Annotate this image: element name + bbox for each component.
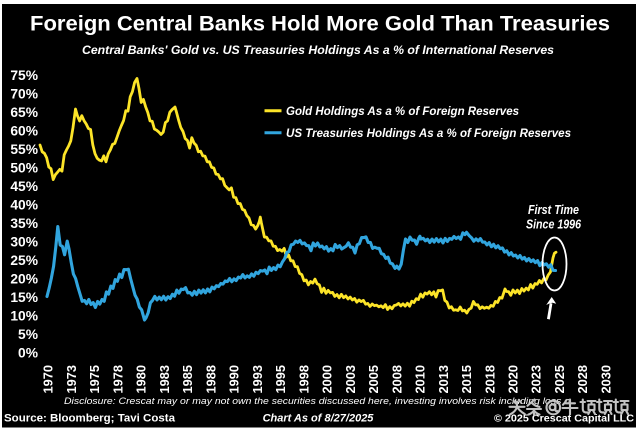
svg-text:0%: 0% <box>18 345 38 360</box>
svg-text:© 2025 Crescat Capital LLC: © 2025 Crescat Capital LLC <box>494 413 634 425</box>
svg-text:70%: 70% <box>10 86 38 101</box>
svg-text:25%: 25% <box>10 253 38 268</box>
svg-text:Since 1996: Since 1996 <box>526 218 582 232</box>
svg-text:5%: 5% <box>18 327 38 342</box>
svg-text:2018: 2018 <box>482 365 497 393</box>
svg-text:Chart As of 8/27/2025: Chart As of 8/27/2025 <box>263 413 375 425</box>
svg-text:60%: 60% <box>10 123 38 138</box>
svg-text:15%: 15% <box>10 290 38 305</box>
svg-text:65%: 65% <box>10 105 38 120</box>
svg-text:2005: 2005 <box>366 365 381 393</box>
svg-text:Gold Holdings As a % of Foreig: Gold Holdings As a % of Foreign Reserves <box>286 104 519 118</box>
svg-text:2013: 2013 <box>436 365 451 393</box>
svg-text:2030: 2030 <box>599 365 614 393</box>
svg-text:1988: 1988 <box>203 365 218 393</box>
svg-text:Disclosure: Crescat may or may: Disclosure: Crescat may or may not own t… <box>64 396 570 406</box>
svg-text:1998: 1998 <box>296 365 311 393</box>
svg-text:10%: 10% <box>10 308 38 323</box>
svg-text:55%: 55% <box>10 142 38 157</box>
svg-text:1980: 1980 <box>134 365 149 393</box>
svg-text:2008: 2008 <box>389 365 404 393</box>
svg-text:30%: 30% <box>10 234 38 249</box>
svg-text:Foreign Central Banks Hold Mor: Foreign Central Banks Hold More Gold Tha… <box>30 11 610 35</box>
svg-text:Central Banks' Gold vs. US Tre: Central Banks' Gold vs. US Treasuries Ho… <box>82 43 554 57</box>
svg-text:50%: 50% <box>10 160 38 175</box>
svg-text:35%: 35% <box>10 216 38 231</box>
svg-text:1970: 1970 <box>41 365 56 393</box>
svg-text:45%: 45% <box>10 179 38 194</box>
svg-text:1983: 1983 <box>157 365 172 393</box>
svg-text:40%: 40% <box>10 197 38 212</box>
svg-text:2003: 2003 <box>343 365 358 393</box>
svg-text:2010: 2010 <box>413 365 428 393</box>
svg-text:2000: 2000 <box>320 365 335 393</box>
svg-text:2015: 2015 <box>459 365 474 393</box>
svg-text:1975: 1975 <box>87 365 102 393</box>
svg-text:US Treasuries Holdings As a %: US Treasuries Holdings As a % of Foreign… <box>286 126 571 140</box>
svg-text:2023: 2023 <box>529 365 544 393</box>
svg-text:First Time: First Time <box>528 203 579 217</box>
svg-text:2025: 2025 <box>552 365 567 393</box>
svg-text:1973: 1973 <box>64 365 79 393</box>
svg-text:1990: 1990 <box>227 365 242 393</box>
svg-text:1985: 1985 <box>180 365 195 393</box>
svg-text:2020: 2020 <box>506 365 521 393</box>
svg-text:75%: 75% <box>10 68 38 83</box>
svg-text:Source: Bloomberg; Tavi Costa: Source: Bloomberg; Tavi Costa <box>4 413 176 425</box>
svg-text:1993: 1993 <box>250 365 265 393</box>
svg-text:20%: 20% <box>10 271 38 286</box>
svg-text:1995: 1995 <box>273 365 288 393</box>
svg-text:2028: 2028 <box>575 365 590 393</box>
svg-text:1978: 1978 <box>110 365 125 393</box>
